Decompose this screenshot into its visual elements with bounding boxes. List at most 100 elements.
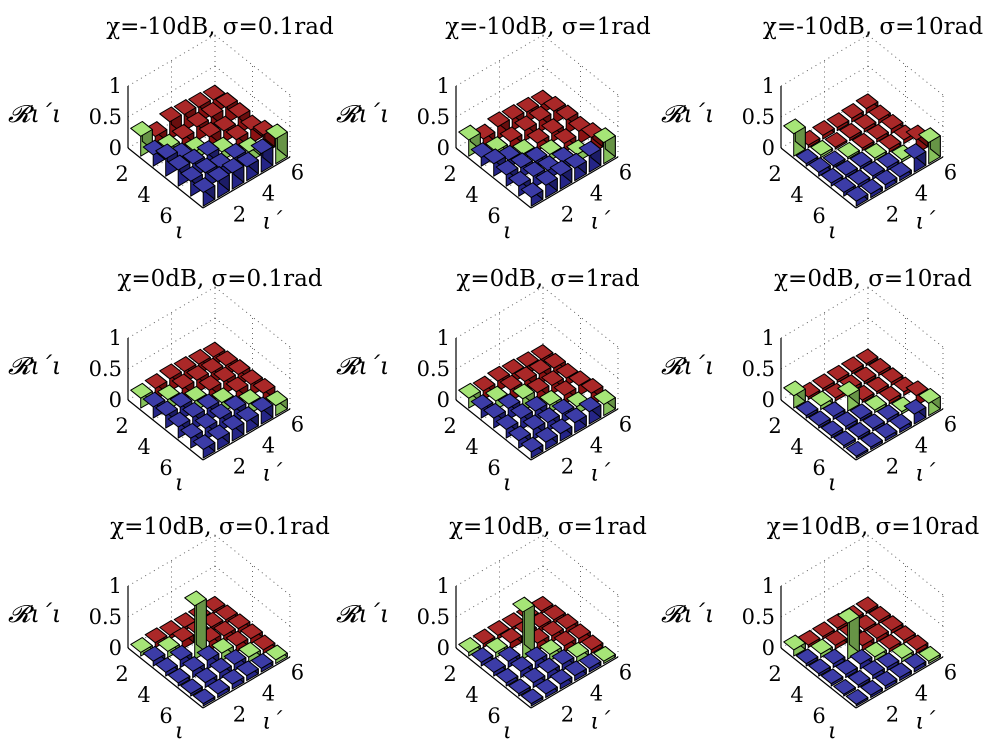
- bar-top: [182, 656, 205, 672]
- bar-top: [555, 362, 579, 379]
- bar: [580, 634, 604, 655]
- y-tick-label: 6: [944, 160, 957, 184]
- bar-top: [541, 370, 564, 386]
- bar-top: [812, 120, 835, 136]
- bar-top: [238, 388, 261, 405]
- bar-top: [173, 99, 197, 115]
- bar-top: [483, 402, 506, 419]
- bar: [833, 430, 856, 449]
- panel-title: χ=0dB, σ=1rad: [456, 266, 639, 292]
- bar-top: [837, 607, 860, 624]
- bar-top: [868, 357, 891, 374]
- x-tick-label: 2: [443, 162, 456, 186]
- grid-line: [127, 34, 216, 87]
- bar-top: [530, 595, 554, 612]
- bar-top: [868, 104, 891, 121]
- x-tick-label: 2: [115, 162, 128, 186]
- bar: [221, 414, 245, 442]
- bar: [866, 376, 889, 395]
- grid-line: [455, 534, 544, 587]
- bar: [826, 112, 850, 132]
- bar-top: [820, 668, 844, 685]
- bar-top: [808, 157, 831, 173]
- bar-top: [578, 140, 602, 157]
- bar-top: [225, 630, 249, 647]
- z-tick-label: 0: [437, 136, 450, 160]
- bar-top: [169, 392, 193, 408]
- y-tick-label: 2: [886, 702, 899, 726]
- bar-top: [223, 395, 247, 411]
- bar: [783, 118, 806, 157]
- bar: [839, 122, 862, 142]
- bar: [514, 115, 537, 142]
- bar-top: [783, 118, 806, 135]
- bar: [549, 418, 573, 442]
- bar: [192, 177, 216, 207]
- bar-top: [878, 385, 902, 402]
- bar: [173, 99, 197, 132]
- grid-line: [867, 286, 944, 348]
- x-axis: [127, 647, 204, 709]
- bar-top: [209, 657, 232, 674]
- bar: [171, 626, 195, 650]
- bar-top: [539, 639, 562, 655]
- bar: [891, 643, 914, 663]
- bar: [526, 377, 550, 404]
- y-axis: [530, 408, 619, 461]
- z-axis-label: 𝓡ι΄ι: [336, 352, 389, 380]
- z-tick-label: 0.5: [742, 105, 775, 129]
- bar: [860, 178, 883, 199]
- bar-top: [541, 620, 564, 637]
- bar-top: [889, 662, 912, 678]
- bar-top: [835, 659, 858, 675]
- grid-line: [542, 65, 619, 127]
- bar-top: [192, 688, 216, 705]
- bar-top: [889, 413, 912, 430]
- x-tick-label: 4: [465, 683, 478, 707]
- bar-top: [483, 148, 506, 165]
- x-tick-label: 4: [790, 435, 803, 459]
- x-tick-label: 4: [137, 435, 150, 459]
- z-tick-label: 0: [437, 636, 450, 660]
- bar-top: [860, 178, 883, 195]
- bar-top: [580, 378, 604, 394]
- y-axis-label: ι΄: [591, 462, 612, 487]
- bar: [495, 667, 519, 687]
- bar-top: [880, 367, 904, 383]
- bar-top: [795, 148, 819, 165]
- x-axis-label: ι: [828, 219, 837, 244]
- bar-top: [508, 425, 531, 442]
- bar: [221, 157, 245, 190]
- bar-top: [182, 402, 205, 418]
- bar-top: [130, 121, 153, 137]
- bar-top: [240, 369, 263, 385]
- bar-top: [876, 152, 900, 169]
- y-axis-label: ι΄: [263, 210, 284, 235]
- x-axis-label: ι: [828, 471, 837, 496]
- grid-line: [214, 65, 291, 127]
- bar-top: [539, 389, 562, 406]
- bar-top: [528, 358, 552, 375]
- bar-top: [855, 93, 879, 110]
- y-tick-label: 4: [590, 681, 603, 705]
- y-tick-label: 6: [944, 660, 957, 684]
- bar-top: [522, 161, 546, 177]
- bar-top: [593, 645, 616, 662]
- x-tick-label: 6: [487, 204, 500, 228]
- bar: [564, 152, 587, 182]
- bar-top: [250, 653, 274, 669]
- bar: [874, 422, 898, 442]
- bar-top: [841, 356, 864, 373]
- bar-top: [593, 127, 616, 144]
- bar-top: [537, 407, 560, 423]
- bar: [593, 389, 616, 417]
- bar-top: [198, 121, 222, 138]
- bar-top: [520, 436, 544, 453]
- bar-top: [549, 668, 573, 685]
- y-axis: [202, 156, 291, 209]
